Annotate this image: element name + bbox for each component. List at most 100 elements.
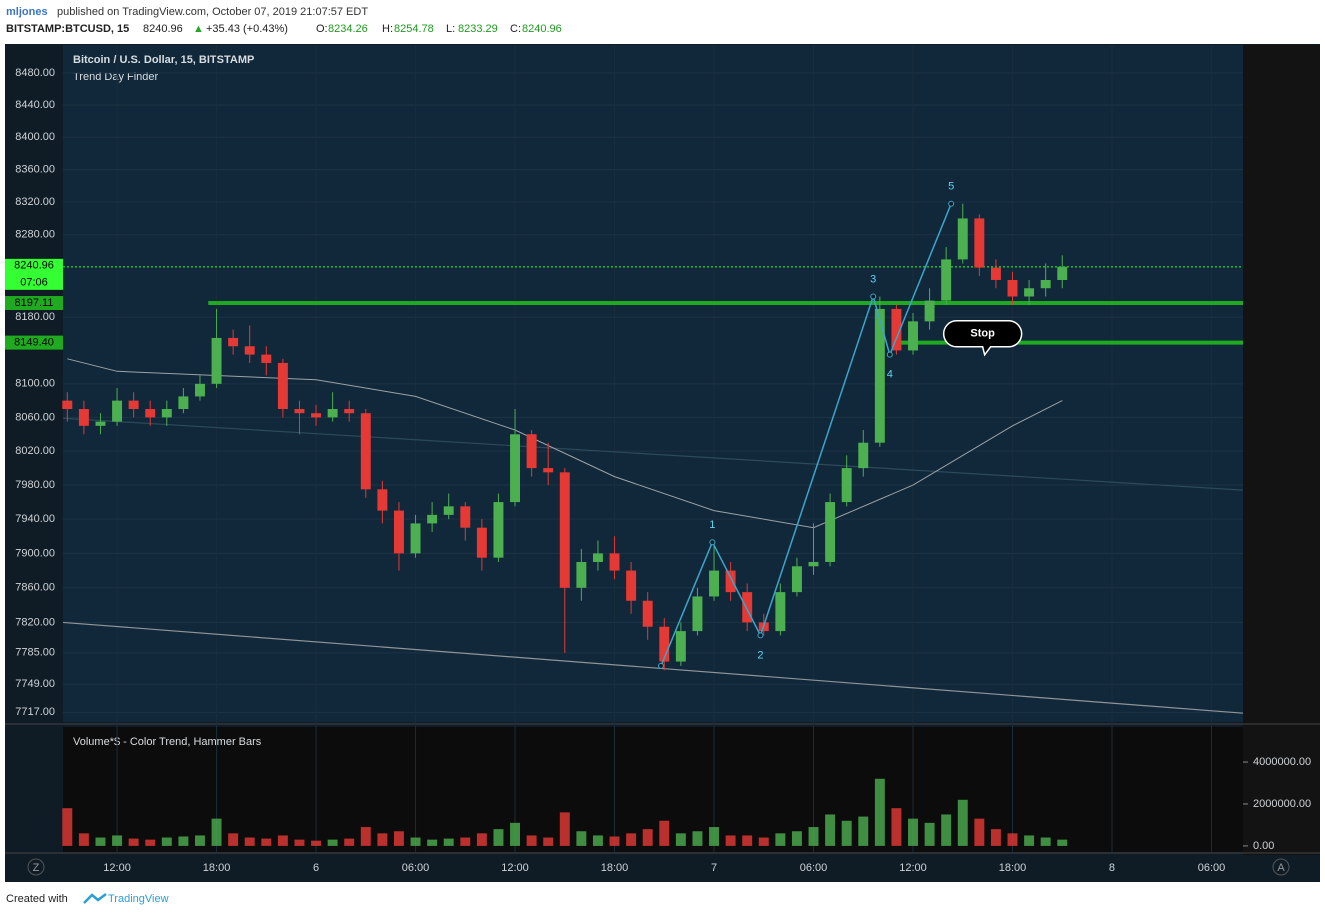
x-tick-label: 18:00 bbox=[601, 862, 629, 874]
candle-body bbox=[377, 489, 388, 511]
callout-bubble bbox=[942, 320, 1023, 357]
volume-bar bbox=[659, 820, 670, 846]
volume-bar bbox=[1057, 839, 1068, 846]
volume-bar bbox=[675, 833, 686, 846]
volume-title: Volume*$ - Color Trend, Hammer Bars bbox=[73, 736, 262, 748]
candle-body bbox=[659, 626, 670, 662]
footer-brand[interactable]: TradingView bbox=[108, 893, 169, 905]
volume-bar bbox=[990, 829, 1001, 846]
candle-body bbox=[543, 468, 554, 473]
volume-bar bbox=[924, 822, 935, 846]
wave-point bbox=[657, 662, 664, 669]
wave-point bbox=[757, 632, 764, 639]
candle-body bbox=[891, 308, 902, 351]
y-tick-label: 8100.00 bbox=[15, 378, 55, 390]
volume-bar bbox=[775, 833, 786, 846]
volume-bar bbox=[244, 837, 255, 846]
volume-bar bbox=[410, 837, 421, 846]
candle-body bbox=[825, 502, 836, 562]
candle-body bbox=[294, 409, 305, 414]
ohlc-value: 8234.26 bbox=[328, 23, 368, 35]
wave-point bbox=[870, 293, 877, 300]
volume-bar bbox=[725, 835, 736, 846]
x-tick-label: 12:00 bbox=[501, 862, 529, 874]
volume-bar bbox=[742, 835, 753, 846]
candle-body bbox=[675, 631, 686, 662]
volume-tick-label: 2000000.00 bbox=[1253, 798, 1311, 810]
volume-bar bbox=[543, 837, 554, 846]
indicator-name: Trend Day Finder bbox=[73, 71, 159, 83]
candle-body bbox=[908, 321, 918, 351]
volume-bar bbox=[112, 835, 123, 846]
candle-body bbox=[427, 514, 438, 524]
candle-body bbox=[974, 218, 985, 268]
ohlc-value: 8233.29 bbox=[458, 23, 498, 35]
volume-tick-label: 4000000.00 bbox=[1253, 756, 1311, 768]
moving-average bbox=[67, 358, 1063, 529]
volume-bar bbox=[427, 839, 438, 846]
y-tick-label: 7940.00 bbox=[15, 513, 55, 525]
candle-body bbox=[460, 506, 471, 528]
candle-body bbox=[277, 362, 288, 410]
volume-bar bbox=[841, 820, 852, 846]
wave-label: 5 bbox=[948, 181, 954, 193]
author: mljones bbox=[6, 6, 48, 18]
candle-body bbox=[941, 259, 952, 301]
candle-body bbox=[526, 434, 537, 469]
y-tick-label: 7717.00 bbox=[15, 706, 55, 718]
candle-body bbox=[725, 570, 736, 593]
wave-line bbox=[660, 203, 952, 667]
wave-point bbox=[886, 351, 893, 358]
candle-body bbox=[510, 434, 521, 503]
x-tick-label: 7 bbox=[711, 862, 717, 874]
volume-bar bbox=[709, 827, 719, 846]
x-tick-label: 06:00 bbox=[402, 862, 430, 874]
volume-bar bbox=[145, 839, 156, 846]
volume-bar bbox=[908, 818, 918, 846]
candle-body bbox=[78, 409, 89, 426]
candle-body bbox=[112, 400, 123, 422]
x-tick-label: 12:00 bbox=[899, 862, 927, 874]
y-tick-label: 8180.00 bbox=[15, 311, 55, 323]
x-tick-label: 12:00 bbox=[103, 862, 131, 874]
candle-body bbox=[493, 502, 504, 558]
candle-body bbox=[228, 337, 239, 347]
footer-created: Created with bbox=[6, 893, 68, 905]
candle-body bbox=[957, 218, 968, 260]
wave-label: 2 bbox=[757, 649, 763, 661]
last-price-bg bbox=[5, 258, 63, 290]
countdown-label: 07:06 bbox=[20, 277, 48, 289]
ohlc-label: C: bbox=[510, 23, 521, 35]
candle-body bbox=[1007, 279, 1018, 297]
volume-bar bbox=[941, 814, 952, 846]
volume-bar bbox=[609, 836, 620, 846]
volume-bar bbox=[1024, 835, 1035, 846]
candle-body bbox=[609, 553, 620, 571]
volume-bar bbox=[1007, 833, 1018, 846]
candle-body bbox=[874, 308, 885, 443]
auto-button[interactable] bbox=[1272, 858, 1290, 876]
volume-bar bbox=[476, 833, 487, 846]
volume-bar bbox=[825, 814, 836, 846]
volume-bar bbox=[874, 778, 885, 846]
volume-bar bbox=[576, 831, 587, 846]
candle-body bbox=[211, 337, 222, 384]
candle-body bbox=[161, 409, 172, 418]
candle-body bbox=[858, 442, 869, 469]
callout-text: Stop bbox=[970, 328, 995, 340]
level-label-bg bbox=[5, 335, 63, 350]
volume-bar bbox=[692, 831, 703, 846]
volume-bar bbox=[161, 837, 172, 846]
candle-body bbox=[344, 409, 355, 414]
y-tick-label: 7749.00 bbox=[15, 678, 55, 690]
arrow: ▲ bbox=[193, 23, 204, 35]
volume-bar bbox=[78, 833, 89, 846]
last-price-label: 8240.96 bbox=[14, 260, 54, 272]
zoom-button[interactable] bbox=[27, 858, 45, 876]
volume-bar bbox=[211, 818, 222, 846]
y-tick-label: 7820.00 bbox=[15, 616, 55, 628]
y-tick-label: 8060.00 bbox=[15, 411, 55, 423]
volume-bar bbox=[626, 833, 637, 846]
